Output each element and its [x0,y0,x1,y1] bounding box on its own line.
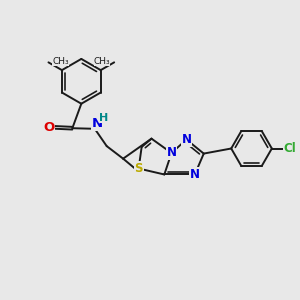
Text: O: O [44,121,55,134]
Text: Cl: Cl [284,142,296,155]
Text: N: N [92,117,103,130]
Text: CH₃: CH₃ [94,57,110,66]
Text: CH₃: CH₃ [52,57,69,66]
Text: S: S [134,162,143,175]
Text: N: N [190,168,200,181]
Text: H: H [99,113,109,123]
Text: N: N [182,133,191,146]
Text: N: N [167,146,176,160]
